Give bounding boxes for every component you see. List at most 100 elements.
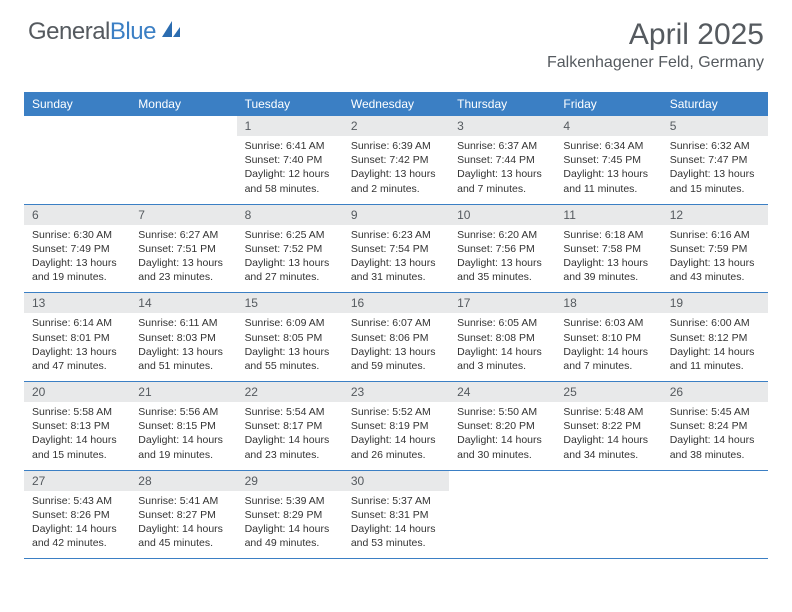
daylight-line: Daylight: 13 hours and 19 minutes. <box>32 256 122 284</box>
day-number: 3 <box>449 116 555 136</box>
sunrise-line: Sunrise: 6:05 AM <box>457 316 547 330</box>
sunrise-line: Sunrise: 6:39 AM <box>351 139 441 153</box>
day-cell: 15Sunrise: 6:09 AMSunset: 8:05 PMDayligh… <box>237 293 343 381</box>
day-number: 5 <box>662 116 768 136</box>
day-content: Sunrise: 6:07 AMSunset: 8:06 PMDaylight:… <box>343 313 449 381</box>
day-number: 27 <box>24 471 130 491</box>
weekday-thursday: Thursday <box>449 92 555 116</box>
day-number: 15 <box>237 293 343 313</box>
calendar-header-row: SundayMondayTuesdayWednesdayThursdayFrid… <box>24 92 768 116</box>
daylight-line: Daylight: 14 hours and 45 minutes. <box>138 522 228 550</box>
daylight-line: Daylight: 14 hours and 15 minutes. <box>32 433 122 461</box>
weekday-monday: Monday <box>130 92 236 116</box>
sunset-line: Sunset: 7:56 PM <box>457 242 547 256</box>
day-number: 21 <box>130 382 236 402</box>
sunset-line: Sunset: 7:42 PM <box>351 153 441 167</box>
daylight-line: Daylight: 13 hours and 23 minutes. <box>138 256 228 284</box>
day-number: 13 <box>24 293 130 313</box>
sunset-line: Sunset: 8:27 PM <box>138 508 228 522</box>
logo: GeneralBlue <box>28 18 182 46</box>
sunrise-line: Sunrise: 6:25 AM <box>245 228 335 242</box>
day-number-empty <box>555 471 661 491</box>
week-row: 6Sunrise: 6:30 AMSunset: 7:49 PMDaylight… <box>24 205 768 294</box>
day-content: Sunrise: 6:37 AMSunset: 7:44 PMDaylight:… <box>449 136 555 204</box>
day-content: Sunrise: 5:52 AMSunset: 8:19 PMDaylight:… <box>343 402 449 470</box>
sunset-line: Sunset: 7:51 PM <box>138 242 228 256</box>
sunrise-line: Sunrise: 6:30 AM <box>32 228 122 242</box>
day-content: Sunrise: 6:23 AMSunset: 7:54 PMDaylight:… <box>343 225 449 293</box>
day-content: Sunrise: 6:18 AMSunset: 7:58 PMDaylight:… <box>555 225 661 293</box>
sunrise-line: Sunrise: 5:52 AM <box>351 405 441 419</box>
day-number: 28 <box>130 471 236 491</box>
day-number-empty <box>662 471 768 491</box>
sunset-line: Sunset: 7:58 PM <box>563 242 653 256</box>
calendar: SundayMondayTuesdayWednesdayThursdayFrid… <box>24 92 768 559</box>
daylight-line: Daylight: 13 hours and 35 minutes. <box>457 256 547 284</box>
day-content: Sunrise: 5:37 AMSunset: 8:31 PMDaylight:… <box>343 491 449 559</box>
day-cell: 30Sunrise: 5:37 AMSunset: 8:31 PMDayligh… <box>343 471 449 559</box>
sunrise-line: Sunrise: 6:20 AM <box>457 228 547 242</box>
sunset-line: Sunset: 8:17 PM <box>245 419 335 433</box>
daylight-line: Daylight: 13 hours and 51 minutes. <box>138 345 228 373</box>
sunset-line: Sunset: 8:05 PM <box>245 331 335 345</box>
location: Falkenhagener Feld, Germany <box>547 54 764 72</box>
sunset-line: Sunset: 8:01 PM <box>32 331 122 345</box>
daylight-line: Daylight: 12 hours and 58 minutes. <box>245 167 335 195</box>
day-cell: 25Sunrise: 5:48 AMSunset: 8:22 PMDayligh… <box>555 382 661 470</box>
daylight-line: Daylight: 14 hours and 26 minutes. <box>351 433 441 461</box>
day-cell: 21Sunrise: 5:56 AMSunset: 8:15 PMDayligh… <box>130 382 236 470</box>
day-number: 16 <box>343 293 449 313</box>
logo-text-1: General <box>28 18 110 45</box>
day-number-empty <box>449 471 555 491</box>
daylight-line: Daylight: 14 hours and 42 minutes. <box>32 522 122 550</box>
day-cell: 13Sunrise: 6:14 AMSunset: 8:01 PMDayligh… <box>24 293 130 381</box>
daylight-line: Daylight: 14 hours and 3 minutes. <box>457 345 547 373</box>
day-cell: 29Sunrise: 5:39 AMSunset: 8:29 PMDayligh… <box>237 471 343 559</box>
daylight-line: Daylight: 13 hours and 59 minutes. <box>351 345 441 373</box>
week-row: 20Sunrise: 5:58 AMSunset: 8:13 PMDayligh… <box>24 382 768 471</box>
week-row: 1Sunrise: 6:41 AMSunset: 7:40 PMDaylight… <box>24 116 768 205</box>
sunset-line: Sunset: 8:22 PM <box>563 419 653 433</box>
sunset-line: Sunset: 8:15 PM <box>138 419 228 433</box>
logo-sail-icon <box>160 19 182 46</box>
day-cell: 4Sunrise: 6:34 AMSunset: 7:45 PMDaylight… <box>555 116 661 204</box>
sunset-line: Sunset: 7:47 PM <box>670 153 760 167</box>
day-cell: 28Sunrise: 5:41 AMSunset: 8:27 PMDayligh… <box>130 471 236 559</box>
daylight-line: Daylight: 13 hours and 11 minutes. <box>563 167 653 195</box>
day-cell: 22Sunrise: 5:54 AMSunset: 8:17 PMDayligh… <box>237 382 343 470</box>
sunset-line: Sunset: 7:49 PM <box>32 242 122 256</box>
sunset-line: Sunset: 8:20 PM <box>457 419 547 433</box>
day-content-empty <box>449 491 555 551</box>
day-content: Sunrise: 5:56 AMSunset: 8:15 PMDaylight:… <box>130 402 236 470</box>
sunrise-line: Sunrise: 6:27 AM <box>138 228 228 242</box>
day-cell: 8Sunrise: 6:25 AMSunset: 7:52 PMDaylight… <box>237 205 343 293</box>
day-content-empty <box>130 136 236 196</box>
calendar-body: 1Sunrise: 6:41 AMSunset: 7:40 PMDaylight… <box>24 116 768 559</box>
daylight-line: Daylight: 13 hours and 55 minutes. <box>245 345 335 373</box>
logo-text: GeneralBlue <box>28 18 156 46</box>
day-content: Sunrise: 6:09 AMSunset: 8:05 PMDaylight:… <box>237 313 343 381</box>
sunrise-line: Sunrise: 5:58 AM <box>32 405 122 419</box>
day-number-empty <box>24 116 130 136</box>
sunset-line: Sunset: 7:54 PM <box>351 242 441 256</box>
day-number: 12 <box>662 205 768 225</box>
sunset-line: Sunset: 8:08 PM <box>457 331 547 345</box>
sunset-line: Sunset: 8:31 PM <box>351 508 441 522</box>
sunset-line: Sunset: 7:45 PM <box>563 153 653 167</box>
day-number: 19 <box>662 293 768 313</box>
day-number: 26 <box>662 382 768 402</box>
daylight-line: Daylight: 13 hours and 27 minutes. <box>245 256 335 284</box>
day-content: Sunrise: 6:25 AMSunset: 7:52 PMDaylight:… <box>237 225 343 293</box>
daylight-line: Daylight: 13 hours and 43 minutes. <box>670 256 760 284</box>
week-row: 13Sunrise: 6:14 AMSunset: 8:01 PMDayligh… <box>24 293 768 382</box>
day-number: 4 <box>555 116 661 136</box>
day-content: Sunrise: 6:00 AMSunset: 8:12 PMDaylight:… <box>662 313 768 381</box>
logo-text-2: Blue <box>110 18 156 45</box>
weekday-wednesday: Wednesday <box>343 92 449 116</box>
daylight-line: Daylight: 14 hours and 30 minutes. <box>457 433 547 461</box>
day-number: 24 <box>449 382 555 402</box>
day-content: Sunrise: 6:05 AMSunset: 8:08 PMDaylight:… <box>449 313 555 381</box>
daylight-line: Daylight: 13 hours and 15 minutes. <box>670 167 760 195</box>
day-number: 30 <box>343 471 449 491</box>
day-content: Sunrise: 5:39 AMSunset: 8:29 PMDaylight:… <box>237 491 343 559</box>
